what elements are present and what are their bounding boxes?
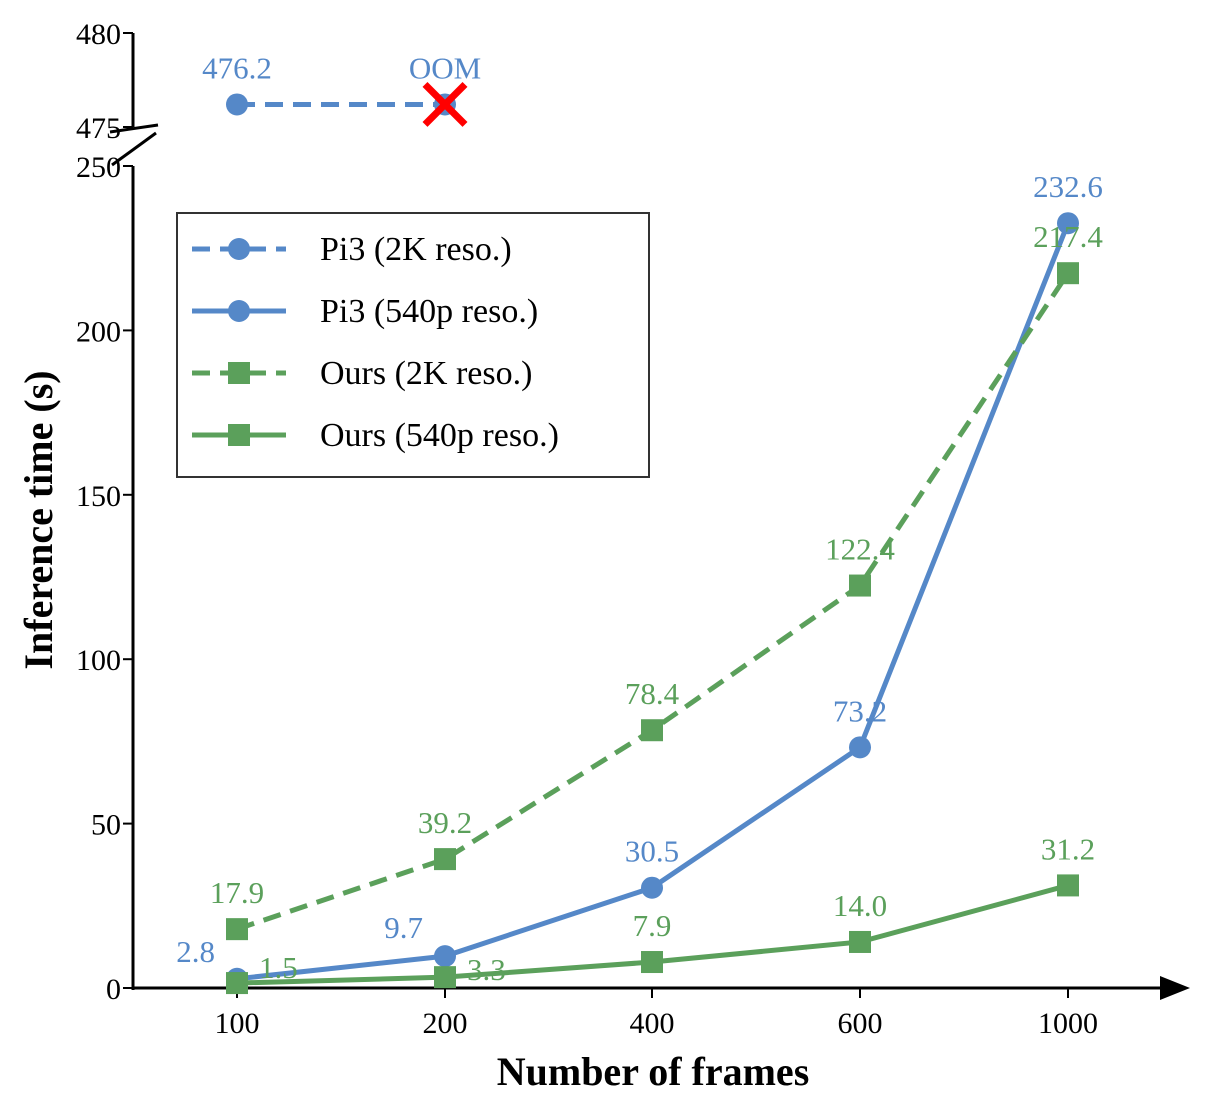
legend: Pi3 (2K reso.) Pi3 (540p reso.) Ours (2K r… (176, 212, 650, 478)
legend-item: Ours (540p reso.) (192, 417, 559, 454)
data-point (226, 918, 248, 941)
data-point (228, 300, 250, 322)
legend-label: Pi3 (540p reso.) (320, 293, 538, 330)
data-label: 14.0 (833, 888, 887, 923)
series-pi3-2k-reso-: 476.2 OOM (202, 50, 481, 127)
data-label: 39.2 (418, 805, 472, 840)
legend-item: Ours (2K reso.) (192, 355, 532, 392)
data-label: 17.9 (210, 875, 264, 910)
data-label: 1.5 (259, 950, 298, 985)
data-point (228, 238, 250, 260)
data-label: 73.2 (833, 693, 887, 728)
data-point (434, 966, 456, 989)
x-axis-label: Number of frames (497, 1049, 810, 1094)
data-point (849, 930, 871, 953)
legend-label: Ours (540p reso.) (320, 417, 559, 454)
x-tick-label: 1000 (1038, 1007, 1098, 1040)
y-tick-label: 475 (76, 112, 121, 145)
legend-label: Ours (2K reso.) (320, 355, 532, 392)
legend-item: Pi3 (2K reso.) (192, 231, 512, 268)
data-label: 217.4 (1033, 219, 1103, 254)
data-label: 2.8 (176, 934, 215, 969)
legend-label: Pi3 (2K reso.) (320, 231, 512, 268)
data-point (641, 876, 663, 899)
data-point (1057, 262, 1079, 285)
data-label: 9.7 (384, 910, 423, 945)
data-label: 476.2 (202, 50, 272, 85)
data-label: 3.3 (467, 952, 506, 987)
data-label: 30.5 (625, 834, 679, 869)
data-point (226, 93, 248, 116)
x-tick-label: 400 (630, 1007, 675, 1040)
data-point (849, 574, 871, 597)
data-point (641, 719, 663, 742)
data-label: 232.6 (1033, 169, 1103, 204)
y-axis-label: Inference time (s) (16, 370, 61, 669)
data-point (1057, 874, 1079, 897)
axis-break-mark (109, 123, 159, 134)
data-label: 122.4 (825, 532, 895, 567)
y-tick-label: 100 (76, 644, 121, 677)
y-tick-label: 250 (76, 151, 121, 184)
data-point (849, 736, 871, 759)
series-ours-540p-reso-: 1.5 3.3 7.9 14.0 31.2 (226, 831, 1095, 995)
y-tick-label: 200 (76, 315, 121, 348)
y-tick-label: 150 (76, 480, 121, 513)
y-tick-label: 50 (91, 809, 121, 842)
data-point (226, 972, 248, 995)
data-label: 31.2 (1041, 831, 1095, 866)
data-point (641, 951, 663, 974)
data-point (1057, 212, 1079, 235)
data-label: 7.9 (633, 908, 672, 943)
data-label: OOM (409, 50, 481, 85)
series-ours-2k-reso-: 17.9 39.2 78.4 122.4 217.4 (210, 219, 1103, 941)
x-tick-label: 600 (838, 1007, 883, 1040)
legend-item: Pi3 (540p reso.) (192, 293, 538, 330)
y-tick-label: 480 (76, 18, 121, 51)
data-point (228, 362, 250, 384)
axis-break-mark (111, 131, 157, 167)
x-tick-label: 100 (215, 1007, 260, 1040)
x-axis-arrow (1160, 976, 1190, 1000)
oom-cross-marker (422, 81, 468, 127)
data-point (434, 945, 456, 968)
data-point (228, 424, 250, 446)
y-tick-label: 0 (106, 973, 121, 1006)
data-label: 78.4 (625, 676, 680, 711)
x-tick-label: 200 (423, 1007, 468, 1040)
data-point (434, 848, 456, 871)
